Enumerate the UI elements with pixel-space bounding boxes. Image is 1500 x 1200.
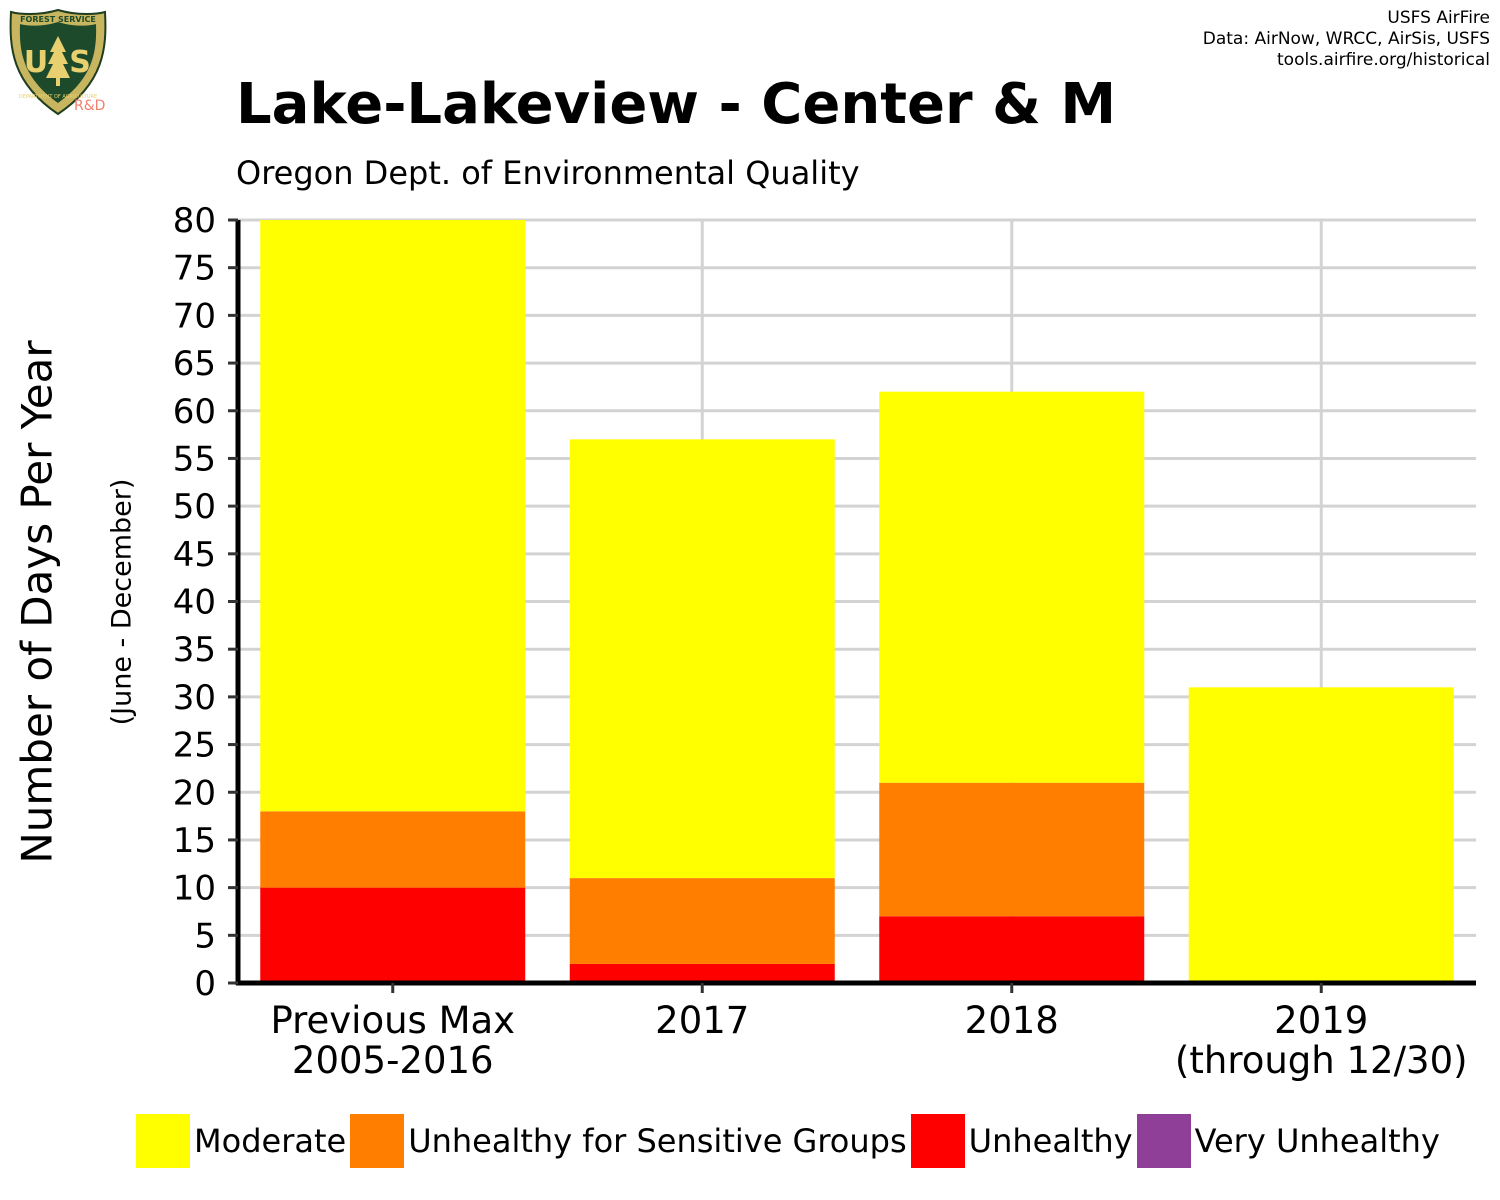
y-tick-label: 15 [173, 821, 216, 861]
chart-title: Lake-Lakeview - Center & M [236, 72, 1117, 137]
svg-text:S: S [69, 45, 91, 80]
y-tick-label: 5 [194, 916, 216, 956]
logo-rd-label: R&D [74, 98, 106, 114]
legend-swatch [910, 1114, 965, 1168]
y-tick-label: 80 [173, 201, 216, 241]
legend-label: Very Unhealthy [1194, 1122, 1440, 1160]
credit-line: USFS AirFire [1387, 8, 1490, 28]
credit-line: Data: AirNow, WRCC, AirSis, USFS [1202, 29, 1490, 49]
x-tick-label: 2018 [965, 999, 1059, 1042]
credits: USFS AirFire Data: AirNow, WRCC, AirSis,… [1203, 8, 1490, 71]
legend-label: Unhealthy [968, 1122, 1133, 1160]
y-tick-label: 30 [173, 678, 216, 718]
legend-swatch [1136, 1114, 1191, 1168]
credit-line: tools.airfire.org/historical [1277, 50, 1490, 70]
bar-segment [260, 887, 526, 983]
svg-text:FOREST SERVICE: FOREST SERVICE [20, 15, 96, 24]
bar-segment [569, 878, 835, 964]
x-tick-label: 2019 [1274, 999, 1368, 1042]
bar-segment [260, 220, 526, 812]
y-tick-label: 70 [173, 296, 216, 336]
legend-swatch [136, 1114, 190, 1168]
y-tick-label: 45 [173, 535, 216, 575]
legend-label: Unhealthy for Sensitive Groups [408, 1122, 907, 1160]
bar-segment [569, 963, 835, 983]
y-tick-label: 0 [194, 964, 216, 1004]
legend: Moderate Unhealthy for Sensitive Groups Un… [136, 1113, 1444, 1169]
legend-label: Moderate [194, 1122, 347, 1160]
legend-swatch [350, 1114, 405, 1168]
y-tick-label: 60 [173, 392, 216, 432]
x-tick-label: 2005-2016 [292, 1039, 494, 1082]
bar-segment [879, 916, 1145, 983]
bar-segment [1188, 687, 1454, 983]
bar-segment [260, 811, 526, 888]
y-tick-label: 25 [173, 726, 216, 766]
x-tick-label: (through 12/30) [1175, 1039, 1468, 1082]
plot-area: 0 5 10 15 20 25 30 35 40 45 50 55 60 65 70 75 80 Previous… [173, 201, 1476, 1082]
x-tick-label: 2017 [655, 999, 749, 1042]
svg-text:DEPARTMENT OF AGRICULTURE: DEPARTMENT OF AGRICULTURE [19, 94, 97, 100]
chart-subtitle: Oregon Dept. of Environmental Quality [236, 154, 860, 192]
legend-item: Very Unhealthy [1136, 1114, 1440, 1168]
y-tick-label: 20 [173, 773, 216, 813]
y-tick-label: 55 [173, 439, 216, 479]
x-tick-label: Previous Max [270, 999, 515, 1042]
bar-segment [569, 439, 835, 879]
y-tick-label: 75 [173, 249, 216, 289]
y-tick-label: 50 [173, 487, 216, 527]
legend-item: Moderate [136, 1114, 346, 1168]
forest-service-shield-logo: FOREST SERVICE U S DEPARTMENT OF AGRICUL… [8, 8, 108, 118]
y-tick-label: 35 [173, 630, 216, 670]
y-tick-label: 40 [173, 583, 216, 623]
legend-item: Unhealthy for Sensitive Groups [350, 1114, 907, 1168]
bar-segment [879, 391, 1145, 783]
y-tick-label: 65 [173, 344, 216, 384]
y-tick-label: 10 [173, 869, 216, 909]
legend-item: Unhealthy [910, 1114, 1133, 1168]
bar-segment [879, 782, 1145, 917]
svg-text:U: U [24, 45, 48, 80]
